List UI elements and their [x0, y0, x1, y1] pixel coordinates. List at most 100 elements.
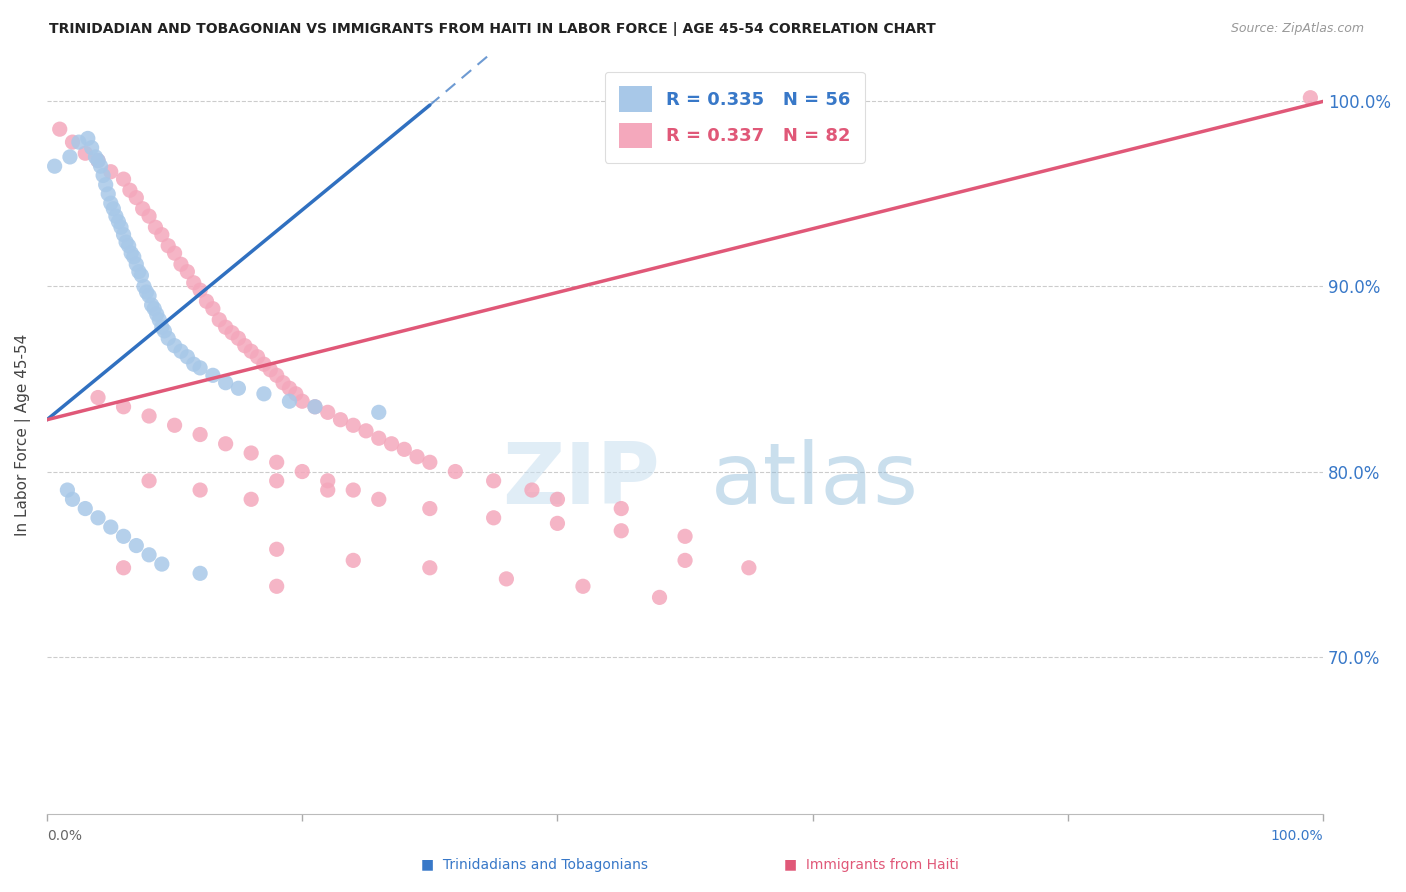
Point [304, 400, 326, 414]
Point [120, 246, 142, 260]
Point [214, 437, 236, 451]
Text: 100.0%: 100.0% [1271, 829, 1323, 843]
Point [135, 285, 157, 299]
Point [176, 265, 198, 279]
Point [610, 524, 633, 538]
Point [115, 235, 138, 249]
Point [150, 557, 173, 571]
Point [546, 516, 568, 531]
Point [291, 465, 314, 479]
Point [188, 427, 211, 442]
Point [201, 301, 224, 316]
Point [87, 153, 110, 168]
Point [91, 169, 114, 183]
Point [138, 209, 160, 223]
Point [143, 301, 166, 316]
Text: TRINIDADIAN AND TOBAGONIAN VS IMMIGRANTS FROM HAITI IN LABOR FORCE | AGE 45-54 C: TRINIDADIAN AND TOBAGONIAN VS IMMIGRANTS… [49, 22, 936, 37]
Point [131, 268, 153, 283]
Point [117, 239, 139, 253]
Point [278, 394, 301, 409]
Point [266, 368, 288, 383]
Point [342, 418, 364, 433]
Point [354, 424, 377, 438]
Point [138, 548, 160, 562]
Point [610, 501, 633, 516]
Point [153, 324, 176, 338]
Point [419, 455, 441, 469]
Text: ■  Immigrants from Haiti: ■ Immigrants from Haiti [785, 858, 959, 872]
Point [419, 561, 441, 575]
Point [253, 357, 276, 371]
Y-axis label: In Labor Force | Age 45-54: In Labor Force | Age 45-54 [15, 334, 31, 536]
Point [163, 246, 186, 260]
Point [240, 446, 263, 460]
Point [520, 483, 543, 497]
Point [150, 320, 173, 334]
Point [163, 418, 186, 433]
Point [100, 165, 122, 179]
Point [394, 442, 416, 457]
Point [240, 344, 263, 359]
Point [291, 394, 314, 409]
Point [284, 386, 307, 401]
Point [138, 289, 160, 303]
Point [170, 344, 193, 359]
Point [104, 209, 127, 223]
Point [150, 227, 173, 242]
Text: atlas: atlas [710, 439, 918, 522]
Point [138, 474, 160, 488]
Point [673, 553, 696, 567]
Point [80, 141, 103, 155]
Point [266, 542, 288, 557]
Point [141, 298, 163, 312]
Point [546, 492, 568, 507]
Point [138, 409, 160, 423]
Point [112, 529, 135, 543]
Point [188, 566, 211, 581]
Text: 0.0%: 0.0% [46, 829, 82, 843]
Point [380, 437, 402, 451]
Point [183, 357, 205, 371]
Point [125, 539, 148, 553]
Point [125, 191, 148, 205]
Point [125, 257, 148, 271]
Point [170, 257, 193, 271]
Point [97, 186, 120, 201]
Point [208, 313, 231, 327]
Point [495, 572, 517, 586]
Point [259, 363, 281, 377]
Point [87, 391, 110, 405]
Point [148, 313, 170, 327]
Point [221, 326, 243, 340]
Point [183, 276, 205, 290]
Point [188, 283, 211, 297]
Point [342, 483, 364, 497]
Point [482, 474, 505, 488]
Point [278, 381, 301, 395]
Point [266, 455, 288, 469]
Point [329, 413, 352, 427]
Point [87, 511, 110, 525]
Point [271, 376, 294, 390]
Point [100, 520, 122, 534]
Point [201, 368, 224, 383]
Point [59, 150, 82, 164]
Point [240, 492, 263, 507]
Point [738, 561, 761, 575]
Point [145, 307, 167, 321]
Point [44, 159, 66, 173]
Point [163, 339, 186, 353]
Point [228, 331, 250, 345]
Point [157, 239, 180, 253]
Point [131, 202, 153, 216]
Point [316, 474, 339, 488]
Point [110, 220, 132, 235]
Point [367, 492, 389, 507]
Point [367, 431, 389, 445]
Point [1299, 91, 1322, 105]
Point [572, 579, 595, 593]
Point [67, 135, 90, 149]
Point [233, 339, 256, 353]
Point [188, 483, 211, 497]
Point [316, 405, 339, 419]
